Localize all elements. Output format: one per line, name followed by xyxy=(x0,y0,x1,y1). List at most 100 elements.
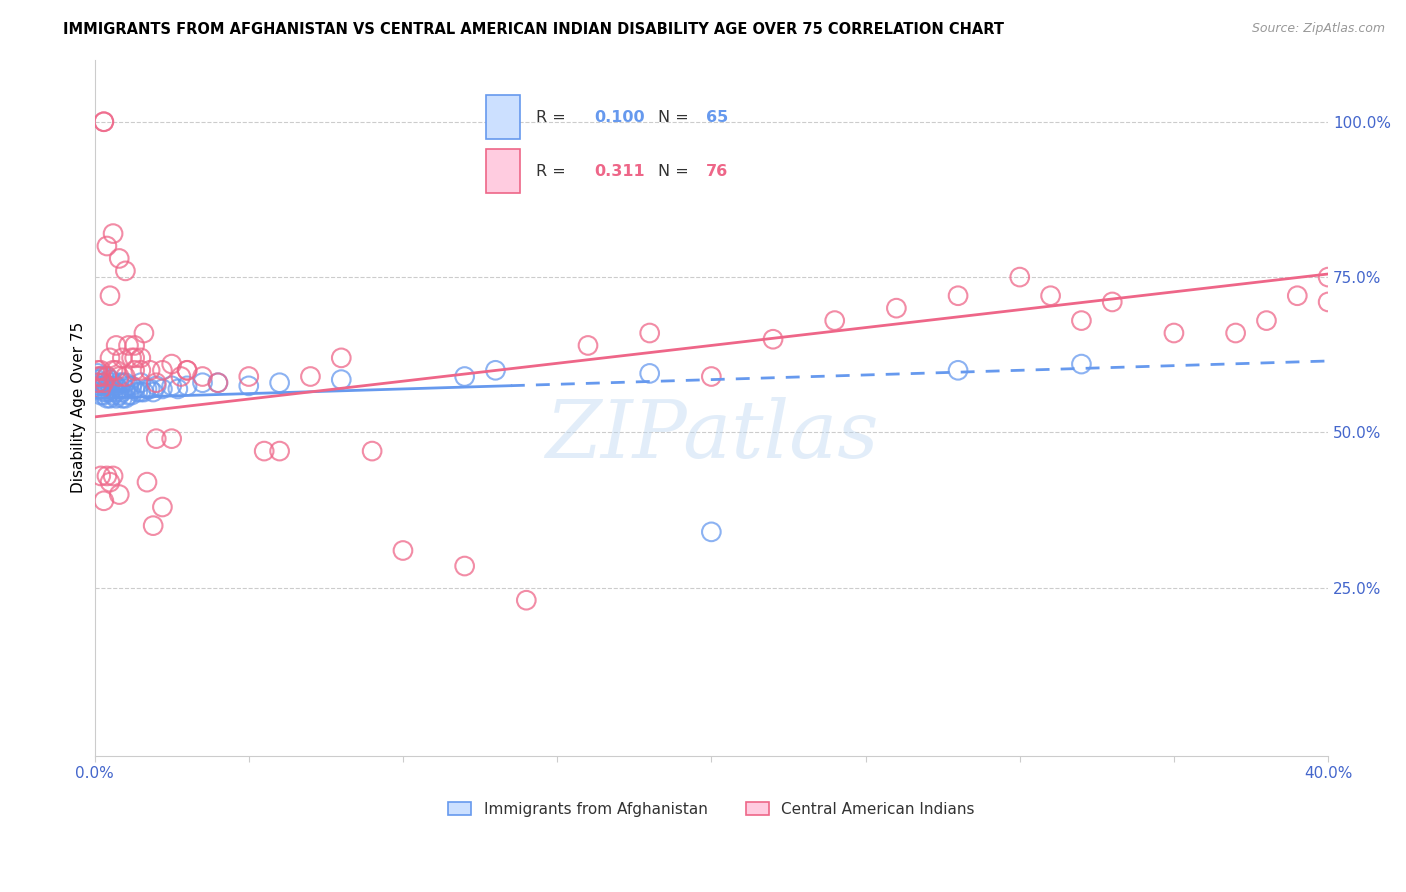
Point xyxy=(90,469,112,483)
Point xyxy=(90,376,112,390)
Point xyxy=(269,444,291,458)
Point xyxy=(145,379,167,393)
Point xyxy=(108,487,131,501)
Point xyxy=(142,518,165,533)
Point xyxy=(361,444,384,458)
Point xyxy=(152,500,174,514)
Point xyxy=(946,289,969,303)
Point xyxy=(108,252,131,266)
Point xyxy=(93,493,115,508)
Point xyxy=(238,369,260,384)
Point xyxy=(453,559,475,574)
Point xyxy=(160,379,183,393)
Point xyxy=(98,391,121,405)
Point xyxy=(1070,357,1092,371)
Point xyxy=(93,114,115,128)
Point xyxy=(108,369,131,384)
Point xyxy=(90,382,112,396)
Point xyxy=(96,385,118,400)
Point xyxy=(121,379,143,393)
Point xyxy=(253,444,276,458)
Legend: Immigrants from Afghanistan, Central American Indians: Immigrants from Afghanistan, Central Ame… xyxy=(441,794,981,824)
Point xyxy=(121,351,143,365)
Point xyxy=(145,376,167,390)
Point xyxy=(93,376,115,390)
Point xyxy=(207,376,229,390)
Point xyxy=(93,385,115,400)
Point xyxy=(392,543,415,558)
Point xyxy=(105,338,128,352)
Point xyxy=(96,369,118,384)
Point xyxy=(114,391,136,405)
Point xyxy=(101,376,124,390)
Point xyxy=(86,376,108,390)
Point xyxy=(86,379,108,393)
Point xyxy=(132,385,155,400)
Point xyxy=(700,369,723,384)
Point xyxy=(638,326,661,340)
Point xyxy=(117,388,139,402)
Point xyxy=(330,351,353,365)
Point xyxy=(90,369,112,384)
Point xyxy=(93,379,115,393)
Point xyxy=(136,382,159,396)
Point xyxy=(1039,289,1062,303)
Point xyxy=(127,385,149,400)
Point xyxy=(1286,289,1309,303)
Point xyxy=(98,385,121,400)
Point xyxy=(1163,326,1185,340)
Point xyxy=(124,363,146,377)
Point xyxy=(484,363,506,377)
Point xyxy=(86,367,108,381)
Point xyxy=(101,227,124,241)
Point xyxy=(330,373,353,387)
Point xyxy=(86,373,108,387)
Point xyxy=(269,376,291,390)
Point xyxy=(170,369,193,384)
Point xyxy=(96,379,118,393)
Point xyxy=(86,363,108,377)
Text: Source: ZipAtlas.com: Source: ZipAtlas.com xyxy=(1251,22,1385,36)
Point xyxy=(96,469,118,483)
Point xyxy=(96,391,118,405)
Point xyxy=(136,475,159,490)
Point xyxy=(299,369,322,384)
Point xyxy=(93,388,115,402)
Point xyxy=(124,338,146,352)
Point xyxy=(90,388,112,402)
Point xyxy=(114,264,136,278)
Point xyxy=(129,376,152,390)
Point xyxy=(98,351,121,365)
Point xyxy=(108,376,131,390)
Point xyxy=(946,363,969,377)
Point xyxy=(90,382,112,396)
Point xyxy=(93,114,115,128)
Point xyxy=(700,524,723,539)
Text: IMMIGRANTS FROM AFGHANISTAN VS CENTRAL AMERICAN INDIAN DISABILITY AGE OVER 75 CO: IMMIGRANTS FROM AFGHANISTAN VS CENTRAL A… xyxy=(63,22,1004,37)
Point xyxy=(762,332,785,346)
Point xyxy=(1101,295,1123,310)
Point xyxy=(111,391,134,405)
Point xyxy=(93,369,115,384)
Point xyxy=(1225,326,1247,340)
Point xyxy=(124,351,146,365)
Point xyxy=(96,239,118,253)
Point xyxy=(886,301,908,315)
Point xyxy=(238,379,260,393)
Point xyxy=(86,369,108,384)
Point xyxy=(1317,295,1340,310)
Point xyxy=(93,376,115,390)
Point xyxy=(176,363,198,377)
Point xyxy=(111,376,134,390)
Point xyxy=(105,385,128,400)
Point xyxy=(111,351,134,365)
Point xyxy=(108,382,131,396)
Point xyxy=(98,373,121,387)
Point xyxy=(111,385,134,400)
Point xyxy=(129,385,152,400)
Point xyxy=(96,369,118,384)
Point xyxy=(117,379,139,393)
Point xyxy=(160,357,183,371)
Point xyxy=(176,363,198,377)
Point xyxy=(638,367,661,381)
